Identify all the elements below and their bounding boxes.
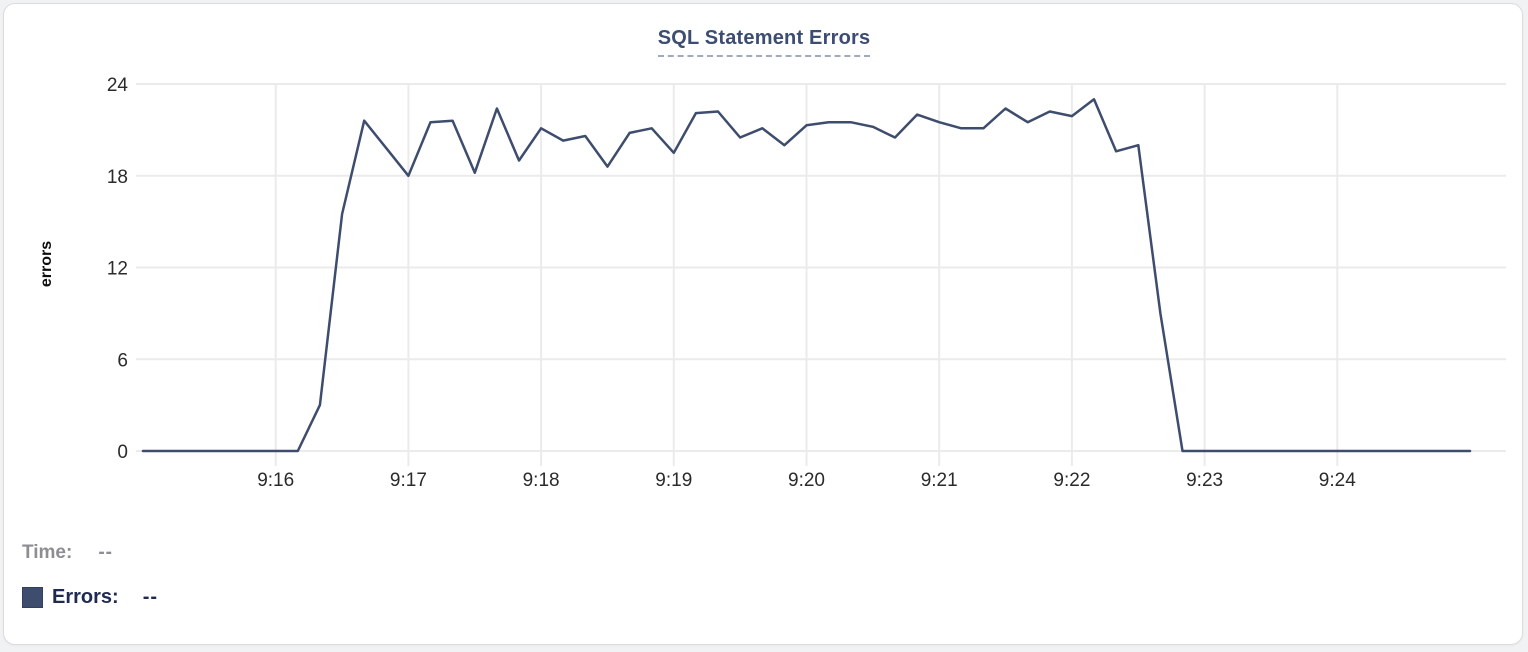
x-tick-label: 9:18: [523, 470, 560, 491]
x-tick-label: 9:22: [1053, 470, 1090, 491]
y-axis-label: errors: [38, 240, 55, 288]
x-tick-label: 9:19: [655, 470, 692, 491]
chart-title-row: SQL Statement Errors: [0, 27, 1528, 57]
time-value: --: [98, 542, 113, 563]
y-tick-label: 0: [117, 442, 128, 463]
time-label: Time:: [22, 542, 73, 563]
x-tick-label: 9:21: [921, 470, 958, 491]
series-line-errors[interactable]: [141, 98, 1472, 453]
errors-readout-row: Errors: --: [22, 584, 158, 610]
errors-label: Errors:: [52, 585, 119, 608]
y-gridlines: [136, 83, 1506, 452]
hover-readout: Time: -- Errors: --: [22, 540, 158, 628]
y-tick-label: 12: [107, 259, 128, 280]
chart-title[interactable]: SQL Statement Errors: [657, 27, 871, 57]
y-tick-labels: 0 6 12 18 24: [107, 75, 129, 463]
y-tick-label: 6: [117, 350, 128, 371]
x-tick-labels: 9:16 9:17 9:18 9:19 9:20 9:21 9:22 9:23 9:24: [257, 470, 1356, 491]
time-readout-row: Time: --: [22, 540, 158, 566]
x-tick-label: 9:24: [1319, 470, 1356, 491]
y-tick-label: 24: [107, 75, 129, 96]
x-gridlines: [274, 84, 1339, 466]
errors-series-swatch: [22, 586, 43, 608]
errors-value: --: [142, 585, 159, 608]
x-tick-label: 9:16: [257, 470, 294, 491]
x-tick-label: 9:20: [788, 470, 825, 491]
y-tick-label: 18: [107, 167, 128, 188]
chart-card: [3, 3, 1523, 645]
x-tick-label: 9:23: [1186, 470, 1223, 491]
line-chart-canvas[interactable]: 0 6 12 18 24 9:16 9:17 9:18 9:19 9:20 9:21 9:22 9:23…: [0, 0, 1528, 512]
x-tick-label: 9:17: [390, 470, 427, 491]
